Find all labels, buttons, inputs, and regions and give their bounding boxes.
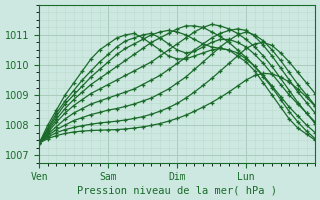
X-axis label: Pression niveau de la mer( hPa ): Pression niveau de la mer( hPa ) <box>77 185 277 195</box>
